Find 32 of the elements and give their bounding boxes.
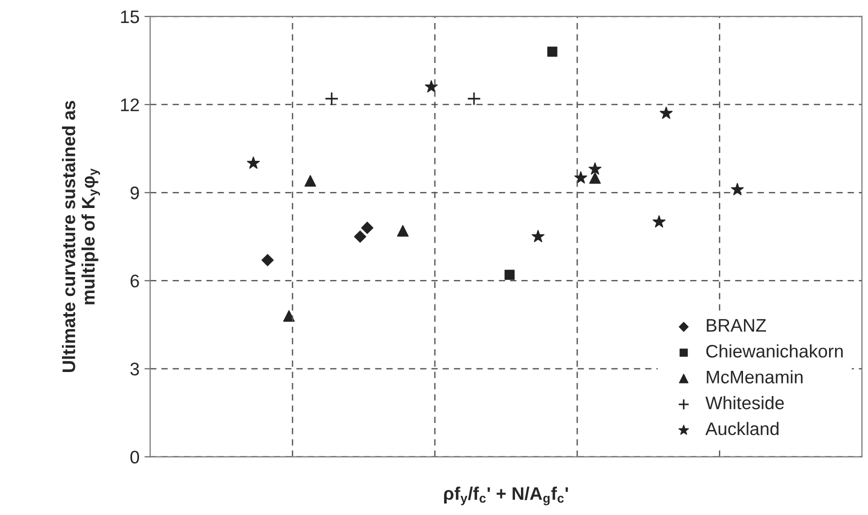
- legend-label: Auckland: [705, 422, 778, 436]
- y-tick-label: 3: [130, 362, 139, 376]
- point: [589, 172, 601, 184]
- point: [588, 162, 602, 175]
- y-tick-label: 9: [130, 186, 139, 200]
- y-axis-title: Ultimate curvature sustained as multiple of K$_{y}$φ$_{y}$: [62, 100, 100, 372]
- text: ρf$_{y}$/f$_{c}$' + N/A$_{g}$f$_{c}$': [444, 486, 568, 506]
- y-tick-label: 15: [121, 10, 139, 24]
- point: [397, 224, 409, 237]
- y-tick-label: 0: [130, 450, 140, 464]
- legend-label: McMenamin: [706, 370, 803, 384]
- point: [652, 215, 666, 228]
- point: [283, 310, 295, 322]
- point: [354, 230, 366, 243]
- legend-label: Whiteside: [705, 396, 784, 410]
- point: [574, 171, 588, 184]
- point: [660, 106, 673, 119]
- y-tick-label: 12: [121, 98, 139, 112]
- point: [246, 156, 260, 169]
- legend-label: Chiewanichakorn: [706, 344, 843, 358]
- point: [504, 270, 515, 280]
- point: [304, 175, 316, 187]
- legend-label: BRANZ: [706, 319, 766, 332]
- point: [532, 230, 544, 242]
- point: [324, 92, 339, 106]
- y-tick-label: 6: [130, 274, 139, 288]
- point: [424, 80, 438, 92]
- point: [547, 46, 558, 57]
- point: [261, 254, 274, 266]
- point: [730, 182, 744, 196]
- point: [361, 222, 374, 234]
- point: [467, 92, 481, 106]
